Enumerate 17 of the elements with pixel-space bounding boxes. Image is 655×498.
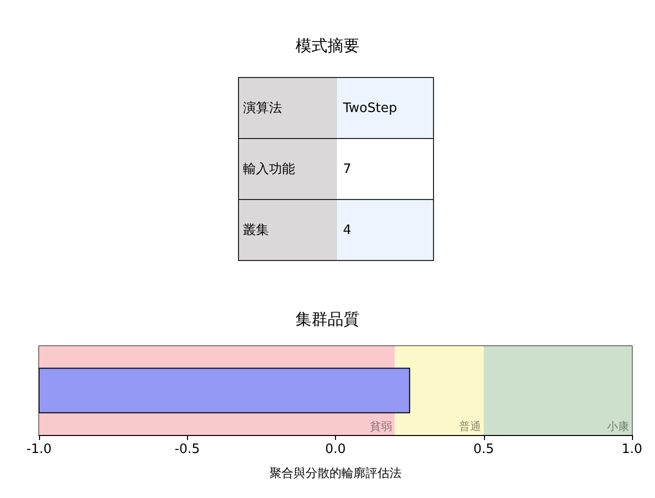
x-tick-label: 1.0	[622, 442, 642, 457]
band-label: 貧弱	[370, 420, 392, 433]
text: 演算法	[238, 78, 337, 138]
band-label: 小康	[607, 420, 629, 433]
text: 4	[337, 200, 434, 260]
x-tick-label: 0.5	[473, 442, 494, 457]
text: 叢集	[238, 200, 337, 260]
x-axis-title: 聚合與分散的輪廓評估法	[270, 466, 402, 480]
band-label: 普通	[458, 420, 481, 433]
x-tick-label: 0.0	[325, 442, 346, 457]
text: 輸入功能	[238, 138, 337, 200]
x-tick-label: -0.5	[174, 442, 200, 457]
text: 7	[337, 138, 434, 200]
chart-title: 集群品質	[296, 310, 360, 328]
text: 模式摘要	[294, 36, 360, 57]
text: TwoStep	[337, 78, 434, 138]
x-tick-label: -1.0	[26, 442, 52, 457]
